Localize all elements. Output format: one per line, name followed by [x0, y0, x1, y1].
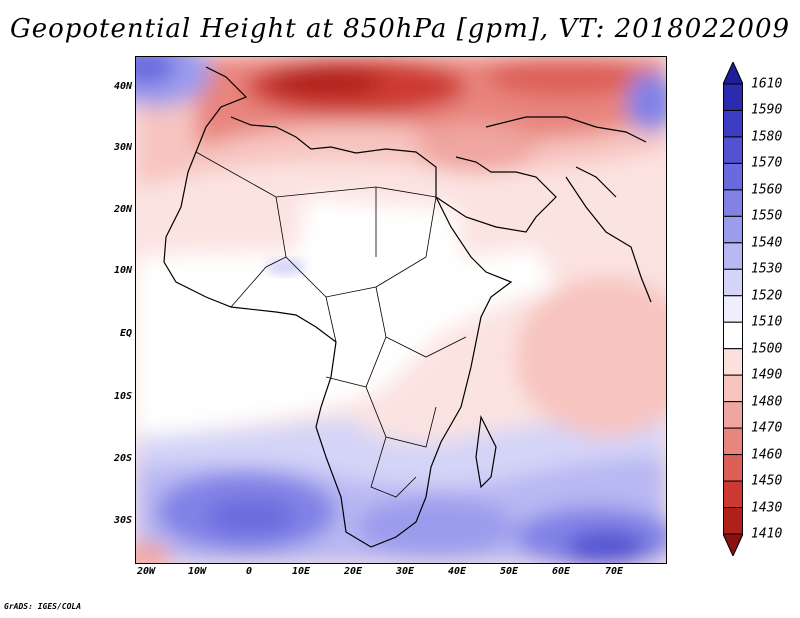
colorbar-bottom-arrow	[722, 533, 744, 558]
geopotential-field	[136, 57, 666, 563]
lat-label: 20S	[113, 453, 132, 464]
colorbar-swatch	[723, 374, 743, 403]
colorbar-swatch	[723, 507, 743, 535]
lon-label: 20E	[343, 566, 363, 577]
colorbar-swatch	[723, 321, 743, 350]
colorbar-swatch	[723, 162, 743, 191]
colorbar-swatch	[723, 480, 743, 509]
colorbar-swatch	[723, 348, 743, 376]
colorbar-label: 1460	[751, 447, 783, 463]
lat-label: 30N	[113, 142, 132, 153]
colorbar-swatch	[723, 295, 743, 323]
colorbar-label: 1580	[751, 129, 783, 145]
colorbar-swatch	[723, 242, 743, 270]
colorbar-swatch	[723, 136, 743, 164]
chart-title: Geopotential Height at 850hPa [gpm], VT:…	[9, 14, 791, 44]
grads-credit: GrADS: IGES/COLA	[4, 602, 82, 611]
colorbar-label: 1510	[751, 314, 783, 330]
colorbar-label: 1560	[751, 182, 783, 198]
colorbar-label: 1520	[751, 288, 783, 304]
colorbar-swatch	[723, 189, 743, 217]
country-borders	[195, 151, 467, 498]
colorbar-swatch	[723, 215, 743, 244]
colorbar-label: 1550	[751, 208, 783, 224]
lon-label: 10W	[187, 566, 207, 577]
colorbar-swatches	[722, 60, 744, 558]
colorbar-label: 1450	[751, 473, 783, 489]
colorbar-label: 1500	[751, 341, 783, 357]
height-contours	[136, 57, 666, 563]
lat-label: 10S	[113, 391, 132, 402]
lat-label: 10N	[113, 265, 132, 276]
colorbar-swatch	[723, 427, 743, 456]
lon-label: 30E	[395, 566, 415, 577]
colorbar-swatch	[723, 83, 743, 111]
colorbar-label: 1480	[751, 394, 783, 410]
coastlines	[163, 66, 652, 548]
lon-label: 10E	[291, 566, 311, 577]
colorbar-top-arrow	[722, 60, 744, 85]
colorbar-label: 1590	[751, 102, 783, 118]
colorbar-label: 1470	[751, 420, 783, 436]
colorbar-label: 1540	[751, 235, 783, 251]
colorbar-swatch	[723, 401, 743, 429]
colorbar-label: 1490	[751, 367, 783, 383]
lat-label: 30S	[113, 515, 132, 526]
colorbar-label: 1430	[751, 500, 783, 516]
colorbar	[722, 60, 744, 558]
map-panel	[135, 56, 667, 564]
lon-label: 0	[245, 566, 253, 577]
colorbar-swatch	[723, 268, 743, 297]
lon-label: 70E	[604, 566, 624, 577]
lat-label: EQ	[119, 328, 132, 339]
lon-label: 60E	[551, 566, 571, 577]
lon-label: 20W	[136, 566, 156, 577]
colorbar-label: 1570	[751, 155, 783, 171]
lon-label: 40E	[447, 566, 467, 577]
colorbar-label: 1410	[751, 526, 783, 542]
colorbar-label: 1610	[751, 76, 783, 92]
lat-label: 20N	[113, 204, 132, 215]
lat-label: 40N	[113, 81, 132, 92]
lon-label: 50E	[499, 566, 519, 577]
colorbar-swatch	[723, 454, 743, 482]
colorbar-label: 1530	[751, 261, 783, 277]
colorbar-swatch	[723, 109, 743, 138]
